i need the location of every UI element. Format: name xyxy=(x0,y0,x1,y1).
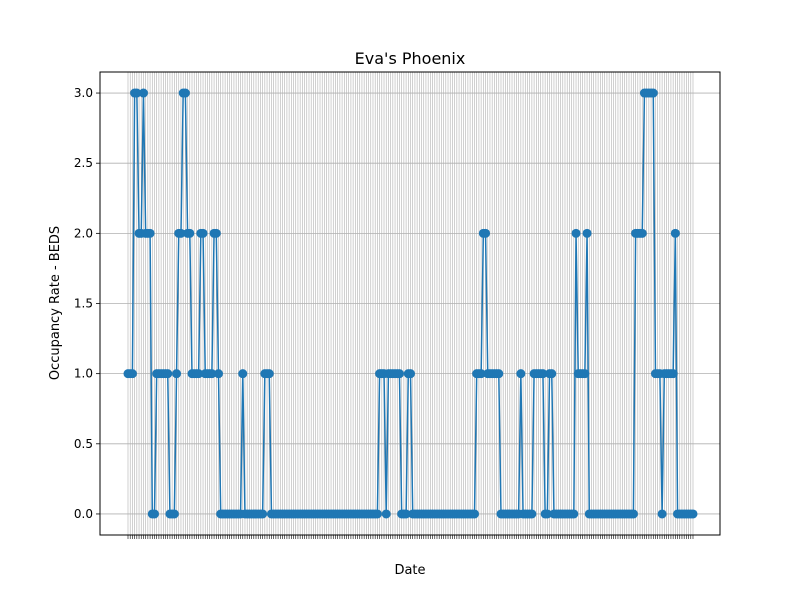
y-tick-label: 0.5 xyxy=(74,437,93,451)
data-point xyxy=(406,369,415,379)
y-tick-label: 1.5 xyxy=(74,297,93,311)
data-point xyxy=(481,228,491,238)
series-occupancy xyxy=(123,88,698,519)
data-point xyxy=(207,369,217,379)
data-point xyxy=(238,369,248,379)
data-point xyxy=(538,369,548,379)
data-point xyxy=(163,369,173,379)
data-point xyxy=(194,369,204,379)
data-point xyxy=(547,369,557,379)
data-point xyxy=(264,369,274,379)
y-tick-label: 3.0 xyxy=(74,86,93,100)
data-point xyxy=(132,88,142,98)
data-point xyxy=(258,509,268,519)
data-point xyxy=(185,228,195,238)
data-point xyxy=(381,509,391,519)
data-point xyxy=(670,228,680,238)
y-tick-label: 2.5 xyxy=(74,156,93,170)
data-point xyxy=(401,509,411,519)
x-axis-label: Date xyxy=(394,563,425,578)
data-point xyxy=(213,369,223,379)
data-point xyxy=(542,509,552,519)
data-point xyxy=(476,369,486,379)
y-axis-label: Occupancy Rate - BEDS xyxy=(48,226,63,380)
data-point xyxy=(149,509,159,519)
data-point xyxy=(169,509,179,519)
data-point xyxy=(494,369,504,379)
data-point xyxy=(138,88,148,98)
data-point xyxy=(688,509,698,519)
data-point xyxy=(172,369,182,379)
data-point xyxy=(637,228,647,238)
data-point xyxy=(127,369,137,379)
data-point xyxy=(571,228,581,238)
data-point xyxy=(569,509,579,519)
data-point xyxy=(580,369,590,379)
y-tick-label: 2.0 xyxy=(74,226,93,240)
data-point xyxy=(628,509,638,519)
data-point xyxy=(372,509,382,519)
data-point xyxy=(198,228,208,238)
data-point xyxy=(176,228,186,238)
y-ticks: 0.0 0.5 1.0 1.5 2.0 2.5 3.0 xyxy=(74,86,100,521)
data-point xyxy=(145,228,155,238)
x-ticks xyxy=(127,535,694,539)
y-tick-label: 1.0 xyxy=(74,367,93,381)
data-point xyxy=(394,369,404,379)
chart-title: Eva's Phoenix xyxy=(355,49,466,68)
data-point xyxy=(180,88,190,98)
y-tick-label: 0.0 xyxy=(74,507,93,521)
data-point xyxy=(527,509,537,519)
data-point xyxy=(648,88,658,98)
data-point xyxy=(657,509,667,519)
data-point xyxy=(211,228,221,238)
data-point xyxy=(470,509,480,519)
data-point xyxy=(668,369,678,379)
data-point xyxy=(582,228,592,238)
data-point xyxy=(516,369,526,379)
